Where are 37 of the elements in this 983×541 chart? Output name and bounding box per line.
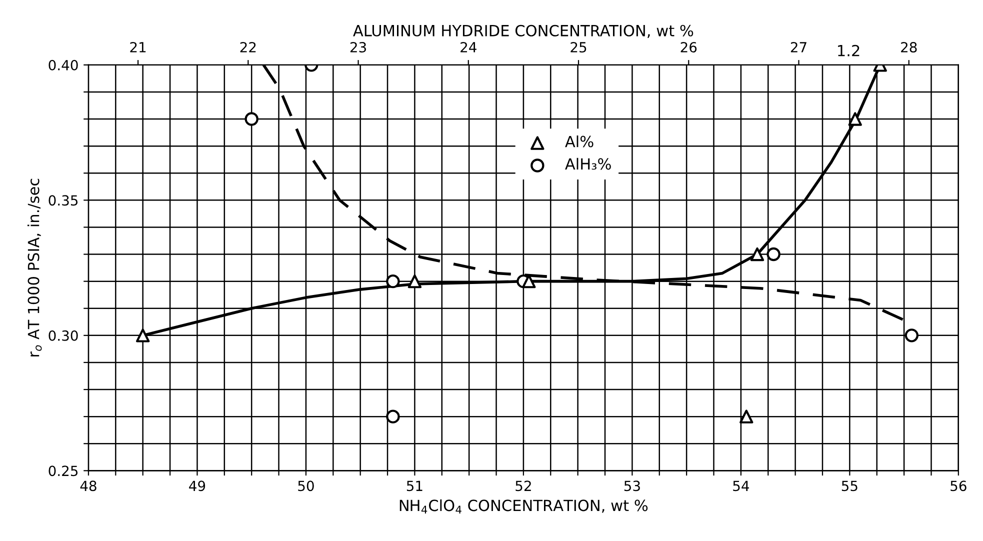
x-tick-label: 54 xyxy=(733,480,749,492)
y-tick-label: 0.35 xyxy=(48,195,78,206)
x2-axis-title: ALUMINUM HYDRIDE CONCENTRATION, wt % xyxy=(353,24,694,38)
x-tick-label: 51 xyxy=(406,480,422,492)
point xyxy=(750,247,764,262)
x-tick-label: 53 xyxy=(624,480,640,492)
point xyxy=(848,112,862,126)
x-axis-title: NH$_{4}$ClO$_{4}$ CONCENTRATION, wt % xyxy=(400,499,648,514)
x-tick-label: 55 xyxy=(842,480,858,492)
y-tick-label: 0.40 xyxy=(48,60,78,70)
point xyxy=(244,112,258,126)
point xyxy=(408,274,422,288)
point xyxy=(136,328,150,342)
y-axis-title: r$_{o}$ AT 1000 PSIA, in./sec xyxy=(27,178,42,356)
x2-tick-label: 25 xyxy=(570,42,586,53)
x2-tick-label: 23 xyxy=(350,42,366,53)
x2-tick-label: 22 xyxy=(240,42,256,52)
point xyxy=(904,328,919,342)
y-tick-label: 0.25 xyxy=(48,466,78,476)
annotation: 1.2 xyxy=(838,44,860,56)
x-tick-label: 49 xyxy=(189,480,206,492)
y-tick-label: 0.30 xyxy=(48,330,78,341)
x2-tick-label: 26 xyxy=(680,42,697,53)
legend-label: Al% xyxy=(565,135,594,148)
point xyxy=(766,247,780,262)
x-tick-label: 52 xyxy=(516,480,531,492)
x2-tick-label: 21 xyxy=(130,42,146,52)
x2-tick-label: 27 xyxy=(790,42,806,52)
x-tick-label: 50 xyxy=(298,480,314,492)
x-tick-label: 48 xyxy=(80,480,96,492)
point xyxy=(386,410,400,424)
point xyxy=(386,274,400,288)
x2-tick-label: 24 xyxy=(460,42,476,52)
x2-tick-label: 28 xyxy=(901,42,917,53)
point xyxy=(740,410,754,424)
legend-label: AlH₃% xyxy=(565,158,611,170)
x-tick-label: 56 xyxy=(950,480,966,492)
